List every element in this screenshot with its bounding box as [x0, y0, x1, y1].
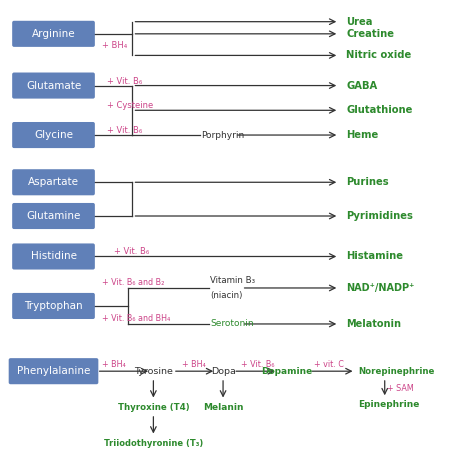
Text: Urea: Urea — [346, 17, 373, 27]
Text: + Vit. B₆: + Vit. B₆ — [107, 126, 142, 135]
FancyBboxPatch shape — [12, 243, 95, 269]
Text: Serotonin: Serotonin — [210, 319, 254, 329]
FancyBboxPatch shape — [12, 73, 95, 99]
Text: Histamine: Histamine — [346, 252, 403, 262]
Text: Dopa: Dopa — [210, 367, 236, 376]
Text: Porphyrin: Porphyrin — [201, 130, 244, 140]
Text: + Vit. B₆ and B₂: + Vit. B₆ and B₂ — [102, 278, 164, 286]
FancyBboxPatch shape — [12, 203, 95, 229]
Text: + Vit. B₆: + Vit. B₆ — [241, 360, 274, 369]
Text: Nitric oxide: Nitric oxide — [346, 50, 411, 61]
Text: + Vit. B₆: + Vit. B₆ — [114, 246, 149, 256]
Text: Glutathione: Glutathione — [346, 105, 412, 115]
Text: + BH₄: + BH₄ — [182, 360, 206, 369]
Text: + SAM: + SAM — [387, 384, 414, 392]
Text: + BH₄: + BH₄ — [102, 40, 128, 50]
Text: Glutamate: Glutamate — [26, 81, 81, 90]
Text: Creatine: Creatine — [346, 29, 394, 39]
Text: Triiodothyronine (T₃): Triiodothyronine (T₃) — [104, 439, 203, 448]
FancyBboxPatch shape — [12, 122, 95, 148]
Text: NAD⁺/NADP⁺: NAD⁺/NADP⁺ — [346, 283, 415, 293]
Text: Tryptophan: Tryptophan — [24, 301, 83, 311]
FancyBboxPatch shape — [12, 293, 95, 319]
Text: GABA: GABA — [346, 81, 377, 90]
Text: (niacin): (niacin) — [210, 291, 242, 300]
Text: Phenylalanine: Phenylalanine — [17, 366, 90, 376]
Text: Purines: Purines — [346, 177, 389, 187]
Text: Dopamine: Dopamine — [262, 367, 313, 376]
FancyBboxPatch shape — [9, 358, 98, 384]
Text: Norepinephrine: Norepinephrine — [358, 367, 434, 376]
Text: + vit. C: + vit. C — [314, 360, 344, 369]
Text: Melatonin: Melatonin — [346, 319, 401, 329]
Text: Epinephrine: Epinephrine — [358, 400, 419, 409]
Text: Heme: Heme — [346, 130, 378, 140]
Text: Glutamine: Glutamine — [27, 211, 81, 221]
Text: + Vit. B₆ and BH₄: + Vit. B₆ and BH₄ — [102, 313, 171, 323]
Text: Glycine: Glycine — [34, 130, 73, 140]
Text: Melanin: Melanin — [203, 403, 243, 412]
FancyBboxPatch shape — [12, 21, 95, 47]
Text: + Cysteine: + Cysteine — [107, 101, 153, 110]
Text: Pyrimidines: Pyrimidines — [346, 211, 413, 221]
FancyBboxPatch shape — [12, 169, 95, 196]
Text: Thyroxine (T4): Thyroxine (T4) — [118, 403, 189, 412]
Text: + BH₄: + BH₄ — [102, 360, 126, 369]
Text: Vitamin B₃: Vitamin B₃ — [210, 276, 255, 285]
Text: Arginine: Arginine — [32, 29, 75, 39]
Text: Tyrosine: Tyrosine — [134, 367, 173, 376]
Text: Histidine: Histidine — [30, 252, 76, 262]
Text: Aspartate: Aspartate — [28, 177, 79, 187]
Text: + Vit. B₆: + Vit. B₆ — [107, 77, 142, 85]
